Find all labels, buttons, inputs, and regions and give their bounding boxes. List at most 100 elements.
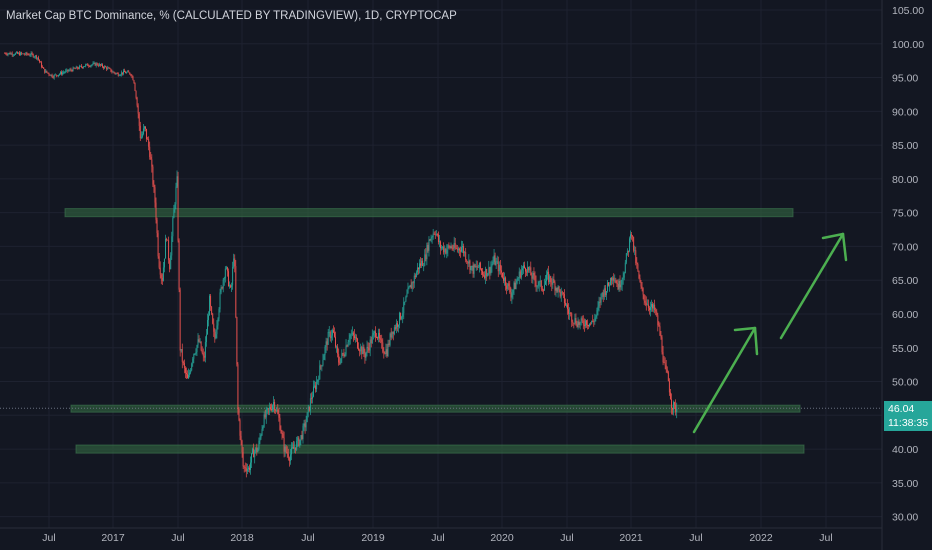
candle-body [488,267,490,274]
candle-body [386,349,388,357]
candle-body [5,53,7,55]
candle-body [216,325,218,335]
candle-body [12,54,14,56]
candle-body [150,156,152,160]
candle-body [220,287,222,293]
candle-body [668,381,670,393]
candle-body [388,343,390,345]
candle-body [47,72,49,74]
projection-arrow[interactable] [692,326,757,434]
candle-body [381,339,383,343]
candle-body [499,264,501,271]
candle-body [109,68,111,69]
support-resistance-zone[interactable] [75,444,805,454]
candle-body [44,68,46,73]
candle-body [269,407,271,410]
candle-body [322,359,324,366]
candle-body [310,398,312,400]
candle-body [605,291,607,296]
candle-body [16,52,18,54]
candle-body [86,63,88,65]
candle-body [168,240,170,260]
candle-body [18,52,19,54]
candle-body [483,274,485,276]
candle-body [208,315,209,321]
candle-body [540,280,542,289]
candle-body [326,341,328,345]
candle-body [624,262,626,273]
candle-body [173,209,175,219]
candle-body [98,64,100,66]
candle-body [477,267,479,269]
candle-body [590,323,592,325]
candle-body [647,304,649,308]
candle-body [229,285,230,287]
candle-body [491,264,493,267]
candle-body [217,318,219,326]
candle-body [414,275,416,278]
candle-body [295,447,297,450]
candle-body [443,246,445,253]
candle-body [338,353,340,363]
candle-body [222,279,224,289]
candle-body [115,73,117,74]
candle-body [46,70,48,73]
candle-body [432,233,434,238]
candle-body [623,272,625,278]
candle-body [434,233,436,235]
candle-body [578,321,580,325]
candle-body [573,322,575,324]
candle-body [228,271,229,287]
candle-body [427,245,429,251]
candle-body [45,70,47,73]
candle-body [631,234,633,236]
candle-body [559,289,561,297]
candle-body [306,412,308,423]
x-tick-label: 2020 [490,532,514,544]
candle-body [340,358,342,364]
candle-body [253,448,255,458]
candle-body [99,64,101,66]
candle-body [450,246,452,248]
candle-body [309,398,311,411]
candle-body [230,285,232,287]
candle-body [293,447,294,449]
x-tick-label: Jul [171,532,184,544]
candle-body [466,260,468,262]
y-tick-label: 75.00 [892,208,918,220]
candle-body [68,70,70,72]
support-resistance-zone[interactable] [64,208,794,218]
candle-body [453,242,455,249]
candle-body [172,218,174,237]
candle-body [482,270,483,275]
projection-arrow[interactable] [779,232,845,340]
candle-body [33,56,35,58]
candle-body [355,337,356,339]
y-tick-label: 50.00 [892,377,918,389]
candle-body [391,331,393,338]
x-tick-label: Jul [819,532,832,544]
candle-body [7,53,9,55]
candle-body [102,64,103,67]
candle-body [153,184,155,188]
candle-body [569,313,571,315]
candle-body [268,407,270,410]
candle-body [547,271,549,275]
y-tick-label: 95.00 [892,73,918,85]
candle-body [612,277,614,281]
candle-body [11,53,13,56]
candle-body [633,236,635,251]
candle-body [70,69,72,71]
candle-body [558,286,560,290]
candle-body [446,250,448,254]
candle-body [280,429,282,434]
candle-body [566,304,567,306]
candle-body [318,379,320,381]
candle-body [211,306,213,314]
candle-body [170,255,172,270]
candle-body [518,271,520,279]
candle-body [545,281,546,285]
candle-body [144,126,145,129]
